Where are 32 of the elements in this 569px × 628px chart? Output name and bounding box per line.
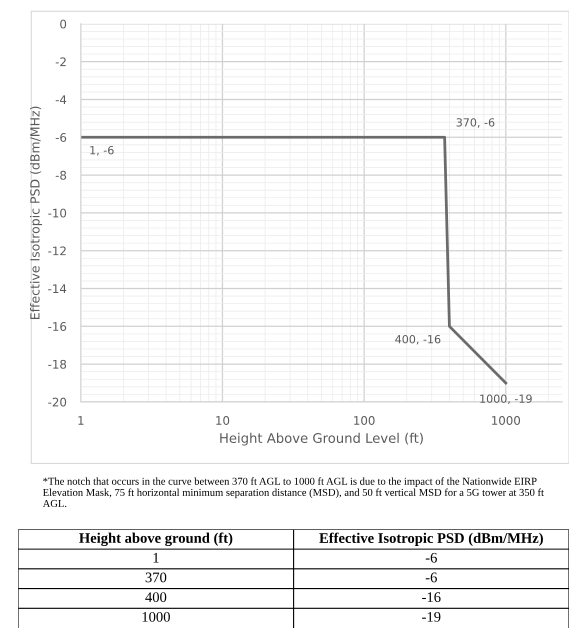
y-tick-label: 0 [60,20,66,29]
y-tick-label: -4 [56,95,66,104]
text: -16 [422,592,441,602]
y-tick-label: -18 [48,360,66,369]
x-tick-label: 1 [78,416,84,425]
y-tick-label: -14 [48,284,66,293]
y-tick-label: -20 [48,398,66,407]
data-label: 400, -16 [395,335,440,345]
text: 370 [146,572,166,582]
data-label: 370, -6 [456,118,494,128]
data-label: 1000, -19 [480,394,532,404]
x-tick-label: 100 [354,416,375,425]
x-axis-title: Height Above Ground Level (ft) [220,432,423,446]
text: 400 [145,592,166,602]
text: *The notch that occurs in the curve between 370 ft AGL to 1000 ft AGL is due to the impact of the Nationwide EIRP Elevation Mask, 75 ft horizontal minimum separation distance (MSD), and 50 ft vertical MSD for a 5G tower at 350 ft AGL. [42,477,544,508]
data-label: 1, -6 [90,146,114,156]
y-tick-label: -8 [56,170,66,180]
y-axis-title: Effective Isotropic PSD (dBm/MHz) [30,106,42,320]
text: 1 [154,552,159,562]
text: -19 [422,612,440,622]
y-tick-label: -10 [48,208,66,218]
y-tick-label: -12 [48,246,66,256]
y-tick-label: -16 [48,322,66,331]
text: -6 [426,552,437,563]
text: -6 [426,572,437,582]
text: Effective Isotropic PSD (dBm/MHz) [319,532,543,546]
x-tick-label: 1000 [492,416,520,425]
x-tick-label: 10 [216,416,230,425]
y-tick-label: -2 [56,57,66,66]
text: Height above ground (ft) [79,532,232,546]
text: 1000 [142,612,170,622]
y-tick-label: -6 [56,133,66,142]
